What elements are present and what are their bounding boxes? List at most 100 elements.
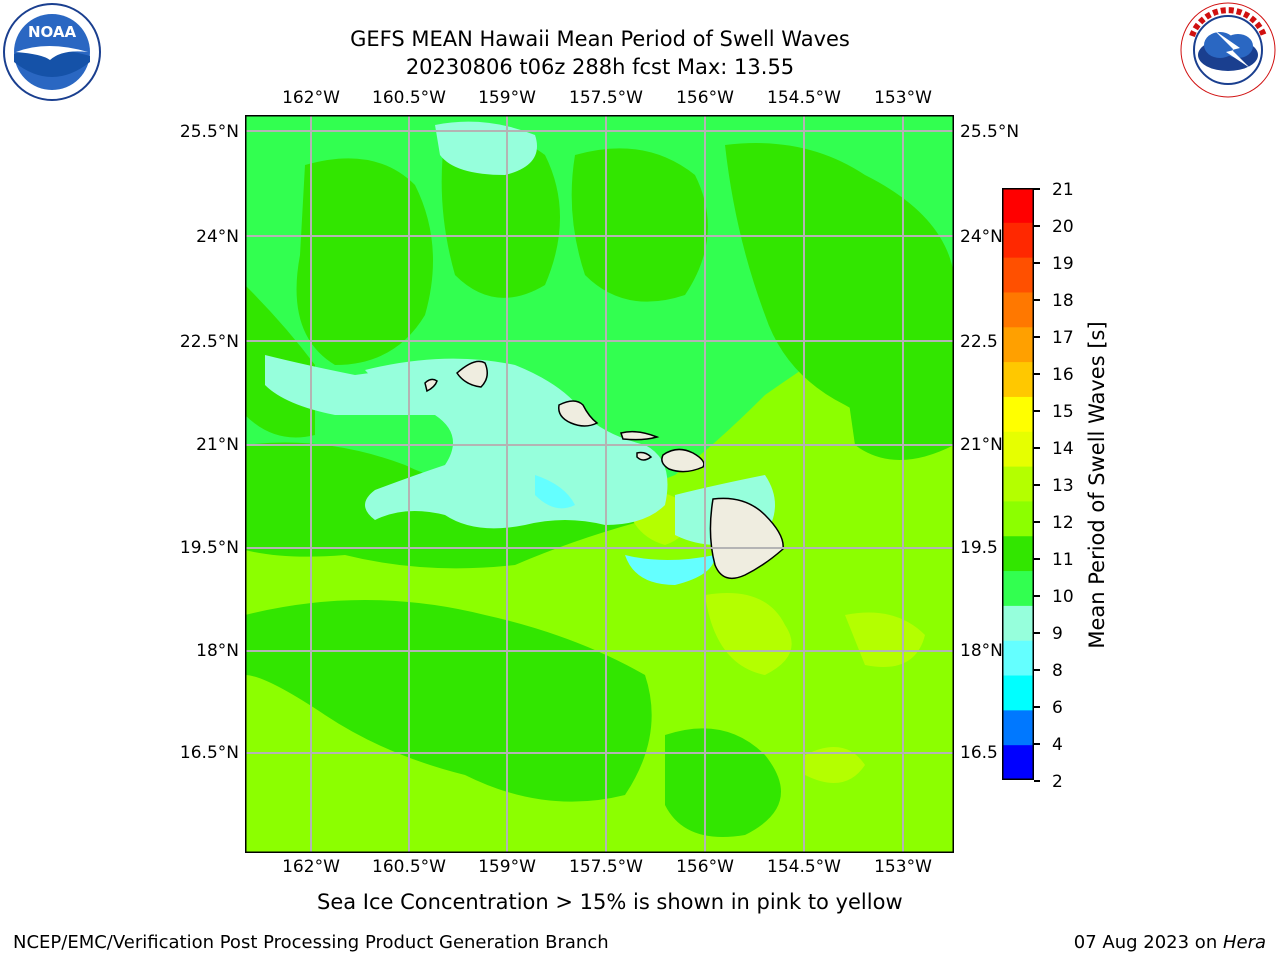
lat-label-right: 25.5°N xyxy=(960,122,1020,142)
colorbar-tick-label: 21 xyxy=(1052,180,1074,200)
colorbar-tick xyxy=(1034,410,1040,412)
colorbar-tick-label: 20 xyxy=(1052,217,1074,237)
colorbar-tick-label: 4 xyxy=(1052,735,1063,755)
lat-label-right: 21°N xyxy=(960,435,1003,455)
lat-label-right: 22.5 xyxy=(960,332,998,352)
lat-label-left: 22.5°N xyxy=(179,332,239,352)
lat-label-left: 19.5°N xyxy=(179,538,239,558)
map-panel xyxy=(245,115,954,853)
lon-label-bottom: 162°W xyxy=(282,857,340,877)
lon-label-bottom: 160.5°W xyxy=(372,857,446,877)
lat-label-right: 24°N xyxy=(960,227,1003,247)
colorbar-tick-label: 16 xyxy=(1052,365,1074,385)
colorbar-swatch xyxy=(1002,292,1034,328)
lon-label-bottom: 159°W xyxy=(478,857,536,877)
colorbar-tick xyxy=(1034,521,1040,523)
colorbar-label: Mean Period of Swell Waves [s] xyxy=(1085,321,1109,649)
colorbar-swatch xyxy=(1002,466,1034,502)
colorbar-tick xyxy=(1034,595,1040,597)
colorbar-swatch xyxy=(1002,745,1034,781)
colorbar-tick-label: 17 xyxy=(1052,328,1074,348)
island-lanai xyxy=(636,451,653,461)
footer-date: 07 Aug 2023 on xyxy=(1073,932,1223,953)
colorbar-swatch xyxy=(1002,501,1034,537)
colorbar-swatch xyxy=(1002,362,1034,398)
colorbar-tick xyxy=(1034,225,1040,227)
lon-label-top: 156°W xyxy=(676,88,734,108)
lon-label-bottom: 156°W xyxy=(676,857,734,877)
colorbar-swatch xyxy=(1002,188,1034,224)
colorbar-tick-label: 10 xyxy=(1052,587,1074,607)
island-kauai xyxy=(456,360,488,388)
footer-run-info: 07 Aug 2023 on Hera xyxy=(1074,932,1266,953)
colorbar-tick xyxy=(1034,780,1040,782)
colorbar-tick-label: 11 xyxy=(1052,550,1074,570)
lon-label-top: 160.5°W xyxy=(372,88,446,108)
colorbar-swatch xyxy=(1002,640,1034,677)
map-canvas xyxy=(245,115,954,853)
footer-branch: NCEP/EMC/Verification Post Processing Pr… xyxy=(13,932,609,953)
colorbar-swatch xyxy=(1002,431,1034,468)
lon-label-top: 157.5°W xyxy=(569,88,643,108)
lat-label-left: 16.5°N xyxy=(179,743,239,763)
colorbar-tick-label: 9 xyxy=(1052,624,1063,644)
nws-logo xyxy=(1178,0,1278,100)
lat-label-left: 18°N xyxy=(196,641,239,661)
colorbar-swatch xyxy=(1002,571,1034,607)
colorbar-tick xyxy=(1034,336,1040,338)
lon-label-top: 154.5°W xyxy=(767,88,841,108)
colorbar-tick-label: 13 xyxy=(1052,476,1074,496)
island-oahu xyxy=(558,400,599,427)
lon-label-bottom: 153°W xyxy=(874,857,932,877)
colorbar-tick xyxy=(1034,299,1040,301)
colorbar-tick xyxy=(1034,743,1040,745)
colorbar-tick-label: 2 xyxy=(1052,772,1063,792)
island-molokai xyxy=(620,430,660,441)
colorbar-tick xyxy=(1034,373,1040,375)
colorbar-tick xyxy=(1034,188,1040,190)
lon-label-top: 159°W xyxy=(478,88,536,108)
sea-ice-note: Sea Ice Concentration > 15% is shown in … xyxy=(317,890,903,914)
colorbar-tick-label: 19 xyxy=(1052,254,1074,274)
colorbar-tick-label: 15 xyxy=(1052,402,1074,422)
lat-label-right: 16.5 xyxy=(960,743,998,763)
island-niihau xyxy=(424,378,438,393)
colorbar-swatch xyxy=(1002,257,1034,293)
map-title-line2: 20230806 t06z 288h fcst Max: 13.55 xyxy=(405,55,795,79)
colorbar-tick-label: 12 xyxy=(1052,513,1074,533)
colorbar-swatch xyxy=(1002,222,1034,259)
lon-label-top: 162°W xyxy=(282,88,340,108)
colorbar-tick-label: 6 xyxy=(1052,698,1063,718)
colorbar-swatch xyxy=(1002,327,1034,363)
lon-label-bottom: 154.5°W xyxy=(767,857,841,877)
colorbar xyxy=(1002,188,1034,781)
colorbar-tick-label: 14 xyxy=(1052,439,1074,459)
lat-label-left: 21°N xyxy=(196,435,239,455)
colorbar-swatch xyxy=(1002,605,1034,642)
colorbar-tick xyxy=(1034,632,1040,634)
footer-host: Hera xyxy=(1222,932,1266,953)
colorbar-tick xyxy=(1034,262,1040,264)
colorbar-tick-label: 8 xyxy=(1052,661,1063,681)
svg-text:NOAA: NOAA xyxy=(28,23,77,41)
lat-label-right: 18°N xyxy=(960,641,1003,661)
lon-label-bottom: 157.5°W xyxy=(569,857,643,877)
colorbar-swatch xyxy=(1002,675,1034,711)
noaa-logo: NOAA xyxy=(2,2,102,102)
colorbar-tick xyxy=(1034,484,1040,486)
lat-label-right: 19.5 xyxy=(960,538,998,558)
colorbar-tick xyxy=(1034,706,1040,708)
colorbar-swatch xyxy=(1002,396,1034,433)
map-title-line1: GEFS MEAN Hawaii Mean Period of Swell Wa… xyxy=(350,27,850,51)
island-maui xyxy=(661,448,705,473)
colorbar-tick xyxy=(1034,558,1040,560)
colorbar-swatch xyxy=(1002,536,1034,572)
lon-label-top: 153°W xyxy=(874,88,932,108)
island-hawaii xyxy=(709,497,784,580)
colorbar-swatch xyxy=(1002,710,1034,746)
lat-label-left: 25.5°N xyxy=(179,122,239,142)
colorbar-tick xyxy=(1034,669,1040,671)
colorbar-tick xyxy=(1034,447,1040,449)
lat-label-left: 24°N xyxy=(196,227,239,247)
colorbar-tick-label: 18 xyxy=(1052,291,1074,311)
